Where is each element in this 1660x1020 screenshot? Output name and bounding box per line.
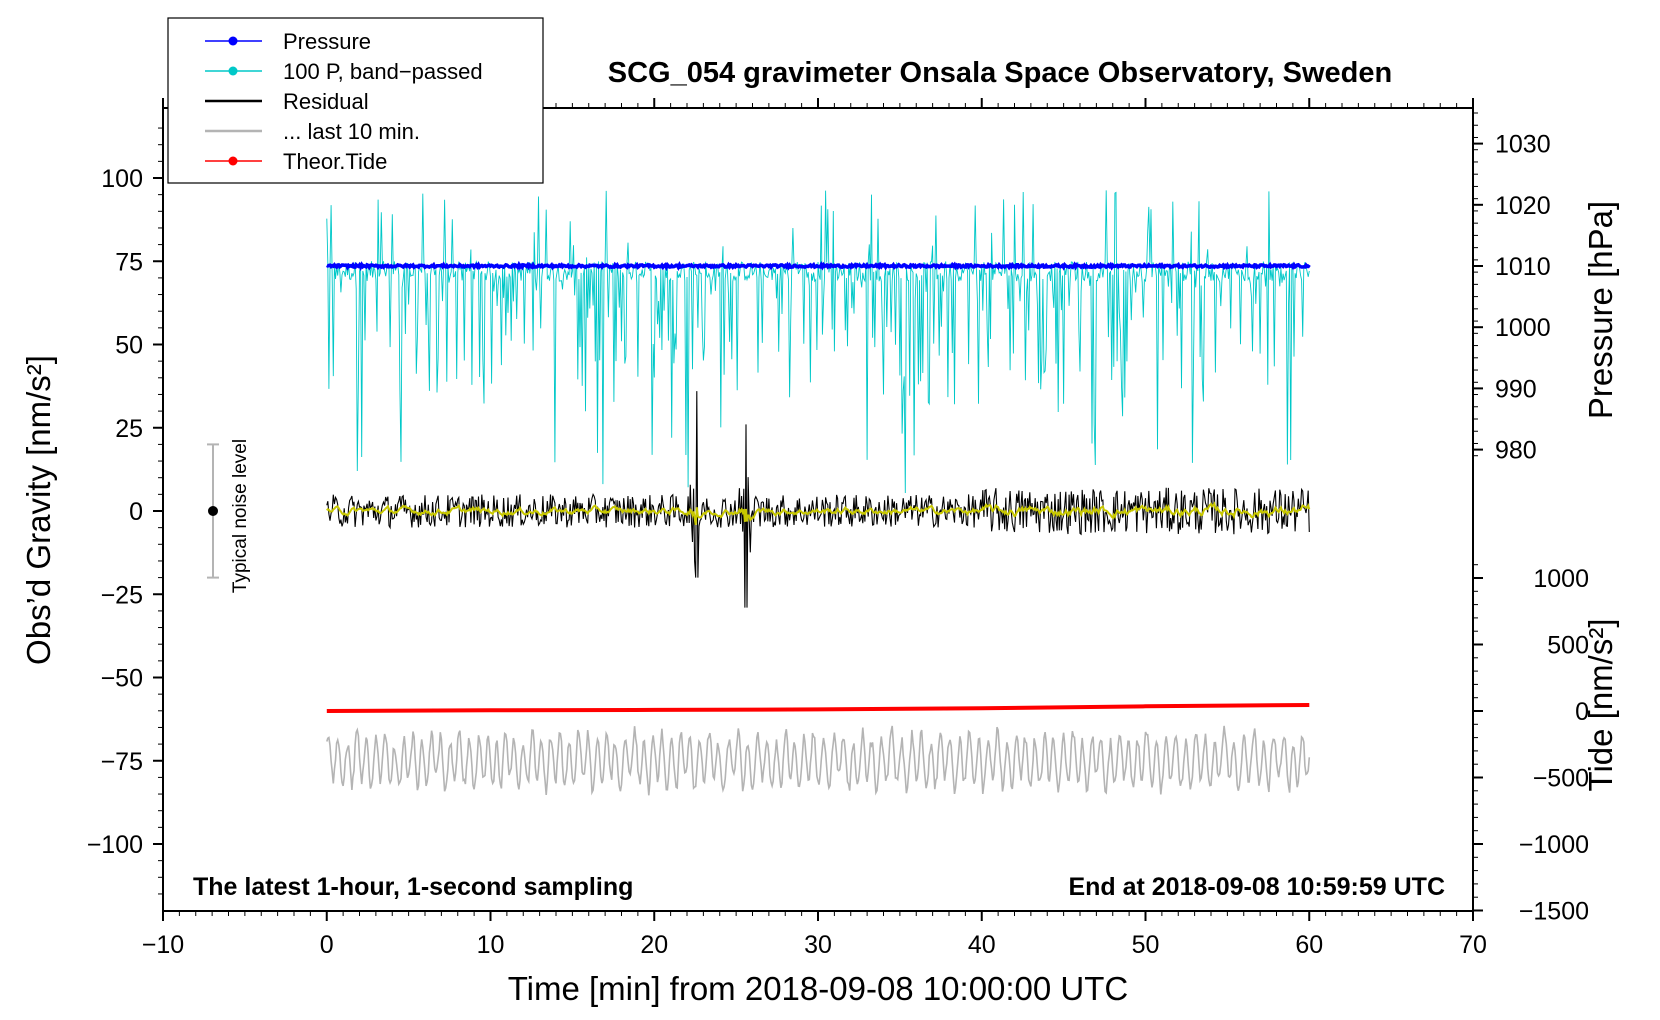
y-axis-left-label: Obs’d Gravity [nm/s²] <box>20 355 57 665</box>
band-passed-line <box>326 190 1310 494</box>
legend-swatch-dot <box>228 156 238 166</box>
residual-smoothed-line <box>326 501 1311 526</box>
pressure-line <box>326 260 1311 272</box>
y-left-tick-label: −50 <box>101 665 143 693</box>
tide-tick-label: −1000 <box>1519 831 1589 859</box>
residual-series <box>326 391 1310 608</box>
legend-swatch-dot <box>228 66 238 76</box>
y-left-tick-label: 100 <box>101 165 143 193</box>
x-tick-label: 30 <box>804 931 832 959</box>
residual-smoothed-series <box>326 501 1311 526</box>
tide-tick-label: 0 <box>1575 698 1589 726</box>
x-tick-label: 10 <box>477 931 505 959</box>
pressure-tick-label: 990 <box>1495 375 1537 403</box>
y-axis-left: −100 −75 −50 −25 0 25 50 75 100 <box>87 127 163 895</box>
y-left-tick-label: −25 <box>101 581 143 609</box>
y-left-tick-label: −75 <box>101 748 143 776</box>
y-left-tick-label: 75 <box>115 248 143 276</box>
band-passed-series <box>326 190 1310 494</box>
x-tick-label: 50 <box>1132 931 1160 959</box>
x-tick-label: 70 <box>1459 931 1487 959</box>
last-10-min-series <box>326 725 1311 796</box>
noise-level-label: Typical noise level <box>230 439 251 593</box>
pressure-tick-label: 1000 <box>1495 314 1551 342</box>
y-left-tick-label: 50 <box>115 332 143 360</box>
residual-line <box>326 391 1310 608</box>
annotation-right: End at 2018-09-08 10:59:59 UTC <box>1068 873 1445 901</box>
x-tick-label: −10 <box>142 931 184 959</box>
legend: Pressure 100 P, band−passed Residual ... la… <box>167 17 544 184</box>
tide-tick-label: −1500 <box>1519 898 1589 926</box>
pressure-tick-label: 980 <box>1495 437 1537 465</box>
y-left-tick-label: 25 <box>115 415 143 443</box>
noise-center-dot <box>208 506 218 516</box>
annotation-left: The latest 1-hour, 1-second sampling <box>193 873 633 901</box>
pressure-tick-label: 1010 <box>1495 253 1551 281</box>
x-axis: −10 0 10 20 30 40 50 60 70 <box>142 98 1487 959</box>
legend-label: 100 P, band−passed <box>283 59 483 84</box>
y-axis-tide-label: Tide [nm/s²] <box>1582 619 1619 792</box>
pressure-tick-label: 1030 <box>1495 131 1551 159</box>
legend-label: Residual <box>283 89 369 114</box>
legend-label: ... last 10 min. <box>283 119 420 144</box>
x-tick-label: 60 <box>1295 931 1323 959</box>
tide-line <box>326 703 1310 713</box>
y-axis-tide: −1500 −1000 −500 0 500 1000 <box>1473 564 1589 926</box>
last-10-min-line <box>326 725 1311 796</box>
x-axis-label: Time [min] from 2018-09-08 10:00:00 UTC <box>508 970 1129 1007</box>
tide-tick-label: 500 <box>1547 632 1589 660</box>
pressure-tick-label: 1020 <box>1495 192 1551 220</box>
y-axis-pressure-label: Pressure [hPa] <box>1582 201 1619 419</box>
chart-title: SCG_054 gravimeter Onsala Space Observat… <box>608 57 1392 89</box>
x-tick-label: 0 <box>320 931 334 959</box>
x-tick-label: 40 <box>968 931 996 959</box>
x-tick-label: 20 <box>640 931 668 959</box>
tide-tick-label: 1000 <box>1533 565 1589 593</box>
legend-label: Theor.Tide <box>283 149 387 174</box>
noise-indicator <box>207 443 219 579</box>
y-axis-pressure: 980 990 1000 1010 1020 1030 <box>1473 112 1551 465</box>
legend-label: Pressure <box>283 29 371 54</box>
legend-swatch-dot <box>228 36 238 46</box>
pressure-series <box>326 260 1311 272</box>
theoretical-tide-series <box>326 703 1310 713</box>
y-left-tick-label: −100 <box>87 831 143 859</box>
y-left-tick-label: 0 <box>129 498 143 526</box>
tide-tick-label: −500 <box>1533 765 1589 793</box>
